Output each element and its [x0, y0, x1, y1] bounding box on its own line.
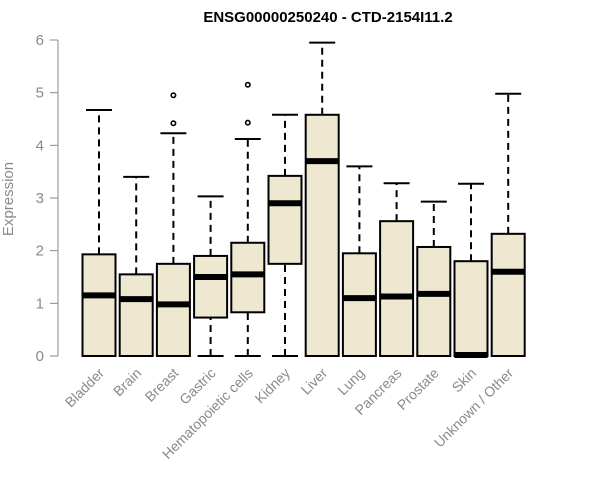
y-tick-label: 2	[36, 243, 44, 260]
box-iqr	[81, 253, 117, 357]
chart-title: ENSG00000250240 - CTD-2154I11.2	[203, 9, 452, 26]
box-unknown-other	[490, 92, 526, 358]
box-iqr	[304, 113, 340, 357]
box-kidney	[267, 113, 303, 357]
x-tick-label: Prostate	[394, 365, 442, 413]
x-tick-label: Lung	[334, 365, 367, 398]
box-iqr	[490, 232, 526, 358]
box-iqr	[118, 273, 154, 357]
y-tick-label: 0	[36, 348, 44, 365]
y-tick-label: 1	[36, 295, 44, 312]
y-tick-label: 5	[36, 85, 44, 102]
box-breast	[155, 92, 191, 358]
box-prostate	[416, 200, 452, 357]
box-skin	[453, 182, 489, 358]
box-bladder	[81, 109, 117, 357]
box-gastric	[193, 195, 229, 357]
outlier-point	[244, 119, 251, 126]
y-tick-label: 6	[36, 32, 44, 49]
outlier-point	[170, 92, 177, 99]
box-iqr	[267, 174, 303, 265]
box-iqr	[416, 245, 452, 357]
x-tick-label: Liver	[298, 365, 331, 398]
x-tick-label: Bladder	[62, 365, 108, 411]
x-tick-label: Breast	[142, 365, 182, 405]
box-lung	[341, 165, 377, 357]
box-iqr	[341, 252, 377, 357]
box-pancreas	[379, 182, 415, 357]
y-tick-label: 3	[36, 190, 44, 207]
y-tick-label: 4	[36, 137, 44, 154]
outlier-point	[244, 81, 251, 88]
box-iqr	[379, 220, 415, 357]
box-liver	[304, 41, 340, 357]
outlier-point	[170, 120, 177, 127]
x-tick-label: Skin	[449, 365, 480, 396]
x-tick-label: Kidney	[252, 365, 294, 407]
x-tick-label: Brain	[110, 365, 144, 399]
box-iqr	[230, 241, 266, 314]
boxes-group	[81, 41, 526, 358]
y-axis-label: Expression	[0, 162, 17, 236]
box-iqr	[453, 260, 489, 358]
box-brain	[118, 175, 154, 357]
box-hematopoietic-cells	[230, 81, 266, 357]
y-axis: 0 1 2 3 4 5 6	[36, 32, 59, 365]
box-iqr	[155, 262, 191, 358]
box-iqr	[193, 254, 229, 319]
